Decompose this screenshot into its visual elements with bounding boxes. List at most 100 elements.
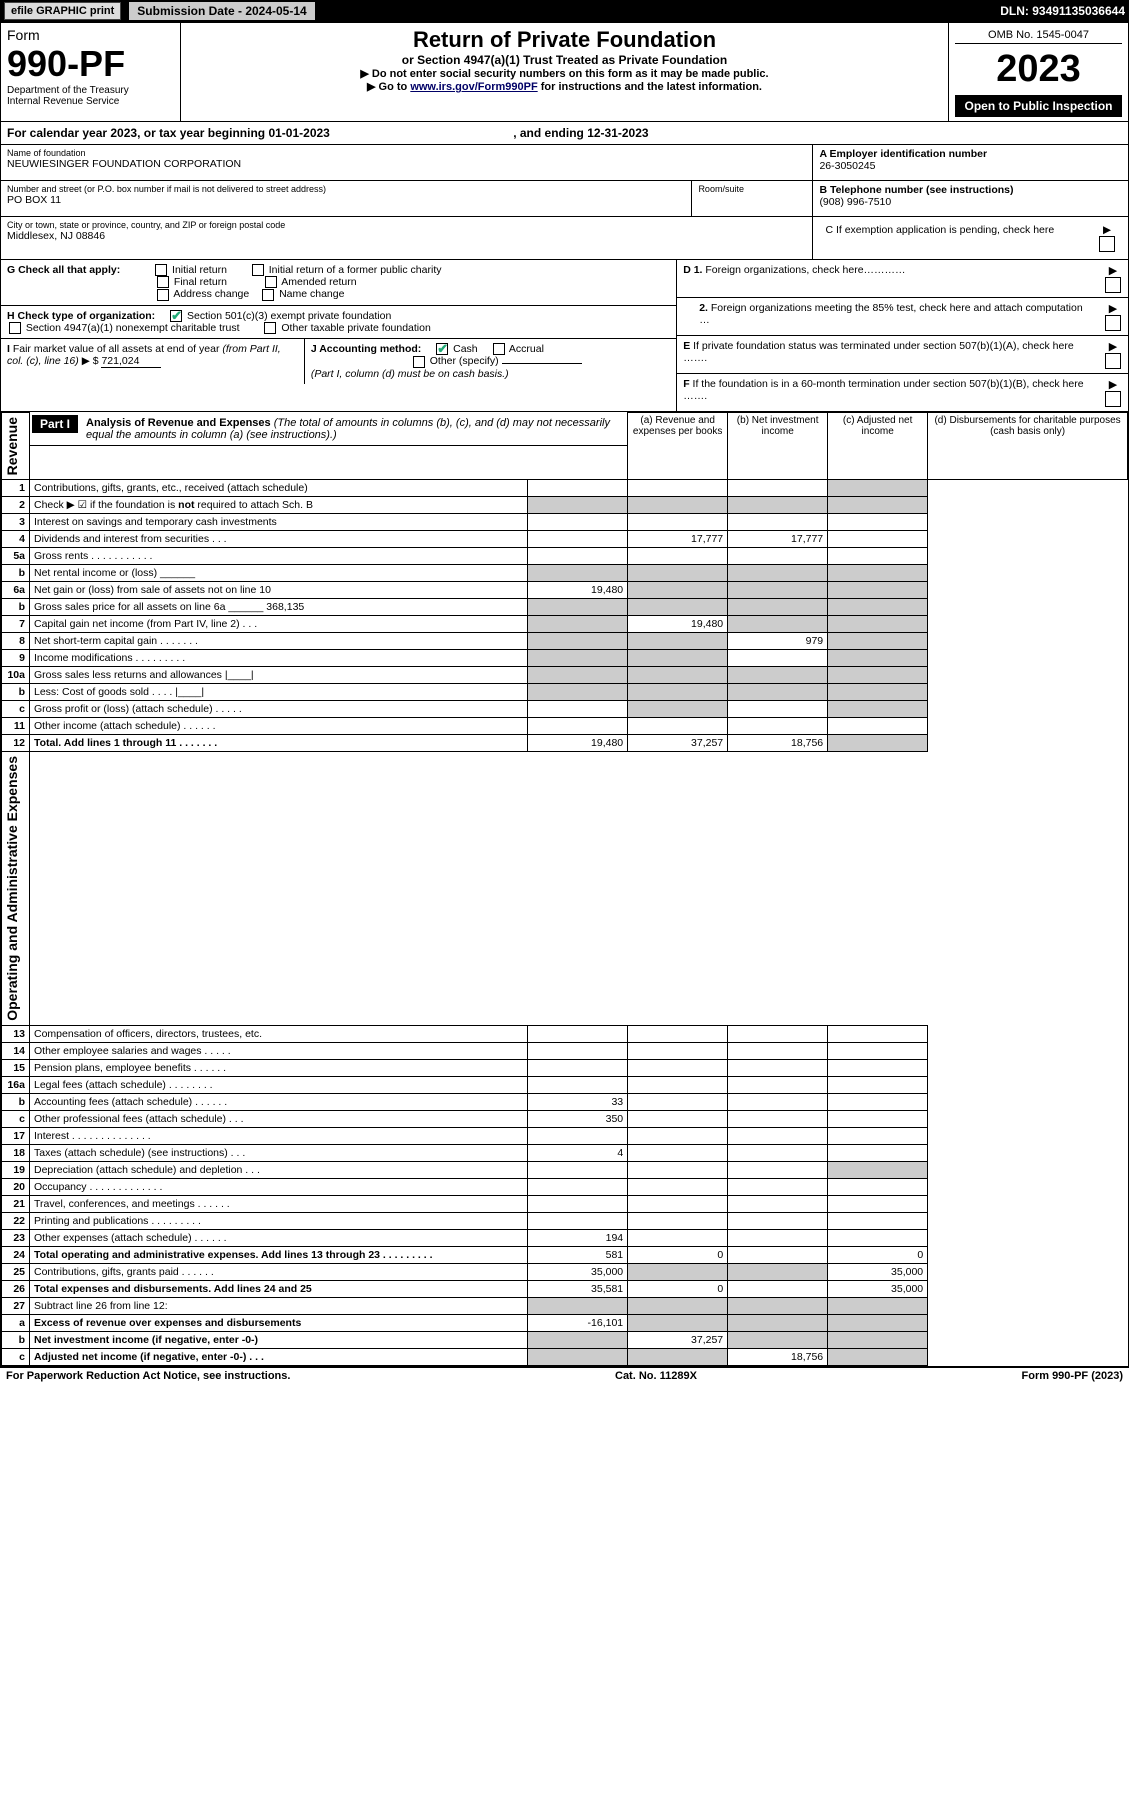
- f-text: If the foundation is in a 60-month termi…: [683, 378, 1083, 402]
- footer-left: For Paperwork Reduction Act Notice, see …: [6, 1370, 290, 1382]
- expenses-vlabel: Operating and Administrative Expenses: [2, 752, 22, 1025]
- cal-begin: 01-01-2023: [268, 126, 329, 140]
- revenue-vlabel: Revenue: [2, 413, 22, 479]
- table-row: 5aGross rents . . . . . . . . . . .: [2, 548, 1128, 565]
- table-row: 16aLegal fees (attach schedule) . . . . …: [2, 1077, 1128, 1094]
- g-opt3: Amended return: [281, 276, 356, 288]
- table-row: aExcess of revenue over expenses and dis…: [2, 1315, 1128, 1332]
- address: PO BOX 11: [7, 194, 685, 206]
- d1-text: Foreign organizations, check here…………: [705, 264, 905, 276]
- form-header: Form 990-PF Department of the Treasury I…: [1, 23, 1128, 122]
- room-label: Room/suite: [692, 181, 812, 216]
- h-label: H Check type of organization:: [7, 310, 155, 322]
- table-row: 12Total. Add lines 1 through 11 . . . . …: [2, 735, 1128, 752]
- pending-label: C If exemption application is pending, c…: [819, 220, 1092, 256]
- part1-label: Part I: [32, 415, 78, 433]
- submission-date: Submission Date - 2024-05-14: [129, 2, 314, 20]
- other-specify: [502, 363, 582, 364]
- table-row: 6aNet gain or (loss) from sale of assets…: [2, 582, 1128, 599]
- ck-initial[interactable]: [155, 264, 167, 276]
- ck-accrual[interactable]: [493, 343, 505, 355]
- table-row: 7Capital gain net income (from Part IV, …: [2, 616, 1128, 633]
- table-row: 2Check ▶ ☑ if the foundation is not requ…: [2, 497, 1128, 514]
- instr2-pre: ▶ Go to: [367, 81, 410, 93]
- omb-number: OMB No. 1545-0047: [955, 27, 1122, 44]
- form-container: Form 990-PF Department of the Treasury I…: [0, 22, 1129, 1367]
- j-cash: Cash: [453, 343, 478, 355]
- instr-2: ▶ Go to www.irs.gov/Form990PF for instru…: [187, 80, 942, 93]
- ck-other-tax[interactable]: [264, 322, 276, 334]
- table-row: 23Other expenses (attach schedule) . . .…: [2, 1230, 1128, 1247]
- table-row: 14Other employee salaries and wages . . …: [2, 1043, 1128, 1060]
- g-label: G Check all that apply:: [7, 264, 120, 276]
- ck-initial-former[interactable]: [252, 264, 264, 276]
- footer-right: Form 990-PF (2023): [1022, 1370, 1124, 1382]
- dln: DLN: 93491135036644: [1000, 4, 1125, 18]
- city-state-zip: Middlesex, NJ 08846: [7, 230, 806, 242]
- instr-1: ▶ Do not enter social security numbers o…: [187, 67, 942, 80]
- calendar-year-row: For calendar year 2023, or tax year begi…: [1, 122, 1128, 145]
- table-row: cGross profit or (loss) (attach schedule…: [2, 701, 1128, 718]
- ck-address[interactable]: [157, 289, 169, 301]
- phone: (908) 996-7510: [819, 196, 1122, 208]
- irs-label: Internal Revenue Service: [7, 96, 174, 107]
- name-label: Name of foundation: [7, 148, 806, 158]
- footer: For Paperwork Reduction Act Notice, see …: [0, 1367, 1129, 1384]
- ck-cash[interactable]: [436, 343, 448, 355]
- table-row: 21Travel, conferences, and meetings . . …: [2, 1196, 1128, 1213]
- table-row: 25Contributions, gifts, grants paid . . …: [2, 1264, 1128, 1281]
- ck-f[interactable]: [1105, 391, 1121, 407]
- table-row: 26Total expenses and disbursements. Add …: [2, 1281, 1128, 1298]
- table-row: 10aGross sales less returns and allowanc…: [2, 667, 1128, 684]
- cal-mid: , and ending: [513, 126, 587, 140]
- ck-name[interactable]: [262, 289, 274, 301]
- ck-4947[interactable]: [9, 322, 21, 334]
- table-row: 24Total operating and administrative exp…: [2, 1247, 1128, 1264]
- ck-d1[interactable]: [1105, 277, 1121, 293]
- table-row: 1Contributions, gifts, grants, etc., rec…: [2, 480, 1128, 497]
- form-number: 990-PF: [7, 43, 174, 85]
- ck-amended[interactable]: [265, 276, 277, 288]
- g-opt1: Initial return of a former public charit…: [269, 264, 442, 276]
- table-row: 11Other income (attach schedule) . . . .…: [2, 718, 1128, 735]
- cal-end: 12-31-2023: [587, 126, 648, 140]
- city-label: City or town, state or province, country…: [7, 220, 806, 230]
- efile-print-btn[interactable]: efile GRAPHIC print: [4, 2, 121, 20]
- ghij-section: G Check all that apply: Initial return I…: [1, 260, 1128, 412]
- e-text: If private foundation status was termina…: [683, 340, 1073, 364]
- table-row: 3Interest on savings and temporary cash …: [2, 514, 1128, 531]
- table-row: bLess: Cost of goods sold . . . . |____|: [2, 684, 1128, 701]
- table-row: cAdjusted net income (if negative, enter…: [2, 1349, 1128, 1366]
- tax-year: 2023: [955, 48, 1122, 91]
- efile-header: efile GRAPHIC print Submission Date - 20…: [0, 0, 1129, 22]
- h-opt1: Section 501(c)(3) exempt private foundat…: [187, 310, 391, 322]
- table-row: bGross sales price for all assets on lin…: [2, 599, 1128, 616]
- ck-final[interactable]: [157, 276, 169, 288]
- fmv-value: 721,024: [101, 355, 161, 368]
- instr2-post: for instructions and the latest informat…: [538, 81, 762, 93]
- table-row: 20Occupancy . . . . . . . . . . . . .: [2, 1179, 1128, 1196]
- ck-e[interactable]: [1105, 353, 1121, 369]
- ein: 26-3050245: [819, 160, 1122, 172]
- col-c-head: (c) Adjusted net income: [828, 413, 928, 480]
- ck-other-acct[interactable]: [413, 356, 425, 368]
- col-d-head: (d) Disbursements for charitable purpose…: [928, 413, 1128, 480]
- irs-link[interactable]: www.irs.gov/Form990PF: [410, 81, 537, 93]
- ck-d2[interactable]: [1105, 315, 1121, 331]
- table-row: bAccounting fees (attach schedule) . . .…: [2, 1094, 1128, 1111]
- pending-checkbox[interactable]: [1099, 236, 1115, 252]
- table-row: 19Depreciation (attach schedule) and dep…: [2, 1162, 1128, 1179]
- g-opt2: Final return: [174, 276, 227, 288]
- form-subtitle: or Section 4947(a)(1) Trust Treated as P…: [187, 53, 942, 67]
- table-row: bNet investment income (if negative, ent…: [2, 1332, 1128, 1349]
- phone-label: B Telephone number (see instructions): [819, 184, 1122, 196]
- part1-title: Analysis of Revenue and Expenses: [86, 417, 271, 429]
- table-row: cOther professional fees (attach schedul…: [2, 1111, 1128, 1128]
- j-label: J Accounting method:: [311, 343, 421, 355]
- ck-501c3[interactable]: [170, 310, 182, 322]
- g-opt5: Name change: [279, 288, 344, 300]
- table-row: 8Net short-term capital gain . . . . . .…: [2, 633, 1128, 650]
- j-accrual: Accrual: [509, 343, 544, 355]
- col-b-head: (b) Net investment income: [728, 413, 828, 480]
- j-note: (Part I, column (d) must be on cash basi…: [311, 368, 509, 380]
